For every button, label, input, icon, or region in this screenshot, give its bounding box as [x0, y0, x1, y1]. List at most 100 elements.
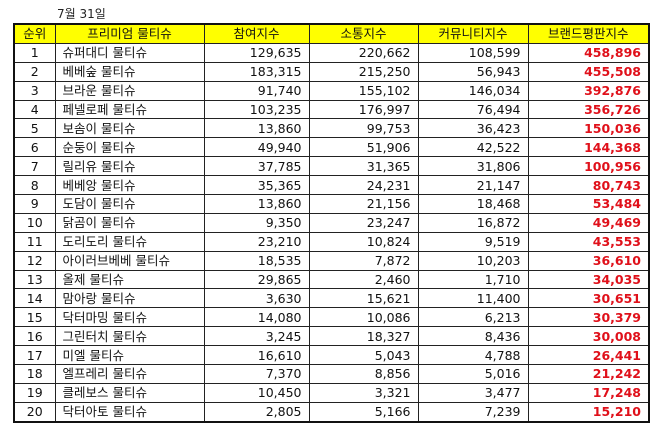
cell-community: 5,016 [417, 364, 529, 384]
cell-brand-reputation: 15,210 [527, 401, 650, 423]
cell-participation: 37,785 [203, 156, 310, 177]
table-row: 1 슈퍼대디 물티슈 129,635 220,662 108,599 458,896 [13, 42, 650, 63]
header-community: 커뮤니티지수 [417, 23, 529, 44]
cell-communication: 10,086 [308, 307, 419, 328]
cell-rank: 17 [13, 345, 56, 366]
cell-brand-name: 페넬로페 물티슈 [54, 99, 205, 120]
cell-communication: 24,231 [308, 175, 419, 196]
cell-community: 8,436 [417, 326, 529, 347]
date-label: 7월 31일 [57, 7, 106, 21]
cell-community: 9,519 [417, 231, 529, 252]
cell-brand-name: 올제 물티슈 [54, 269, 205, 290]
cell-brand-reputation: 17,248 [527, 382, 650, 403]
cell-communication: 18,327 [308, 326, 419, 347]
cell-participation: 7,370 [203, 364, 310, 384]
cell-rank: 16 [13, 326, 56, 347]
cell-communication: 15,621 [308, 288, 419, 309]
cell-rank: 9 [13, 194, 56, 214]
cell-brand-name: 닥터마밍 물티슈 [54, 307, 205, 328]
cell-community: 31,806 [417, 156, 529, 177]
cell-community: 16,872 [417, 212, 529, 233]
cell-brand-reputation: 43,553 [527, 231, 650, 252]
cell-rank: 13 [13, 269, 56, 290]
cell-brand-name: 도리도리 물티슈 [54, 231, 205, 252]
cell-participation: 10,450 [203, 382, 310, 403]
table-row: 10 닭곰이 물티슈 9,350 23,247 16,872 49,469 [13, 212, 650, 233]
cell-rank: 8 [13, 175, 56, 196]
table-row: 5 보솜이 물티슈 13,860 99,753 36,423 150,036 [13, 118, 650, 139]
cell-rank: 4 [13, 99, 56, 120]
cell-community: 108,599 [417, 42, 529, 63]
cell-participation: 49,940 [203, 137, 310, 158]
table-header-row: 순위 프리미엄 물티슈 참여지수 소통지수 커뮤니티지수 브랜드평판지수 [13, 23, 650, 44]
cell-brand-reputation: 455,508 [527, 61, 650, 82]
cell-participation: 35,365 [203, 175, 310, 196]
cell-communication: 5,166 [308, 401, 419, 423]
cell-communication: 99,753 [308, 118, 419, 139]
cell-participation: 91,740 [203, 80, 310, 101]
cell-communication: 215,250 [308, 61, 419, 82]
cell-communication: 5,043 [308, 345, 419, 366]
cell-communication: 176,997 [308, 99, 419, 120]
cell-communication: 21,156 [308, 194, 419, 214]
table-row: 4 페넬로페 물티슈 103,235 176,997 76,494 356,726 [13, 99, 650, 120]
header-rank: 순위 [13, 23, 56, 44]
cell-brand-reputation: 144,368 [527, 137, 650, 158]
cell-community: 4,788 [417, 345, 529, 366]
table-row: 12 아이러브베베 물티슈 18,535 7,872 10,203 36,610 [13, 250, 650, 271]
table-row: 7 릴리유 물티슈 37,785 31,365 31,806 100,956 [13, 156, 650, 177]
table-row: 18 엘프레리 물티슈 7,370 8,856 5,016 21,242 [13, 364, 650, 384]
cell-communication: 3,321 [308, 382, 419, 403]
cell-rank: 11 [13, 231, 56, 252]
cell-rank: 19 [13, 382, 56, 403]
cell-rank: 20 [13, 401, 56, 423]
table-row: 9 도담이 물티슈 13,860 21,156 18,468 53,484 [13, 194, 650, 214]
table-row: 6 순둥이 물티슈 49,940 51,906 42,522 144,368 [13, 137, 650, 158]
cell-rank: 14 [13, 288, 56, 309]
cell-brand-reputation: 80,743 [527, 175, 650, 196]
cell-participation: 29,865 [203, 269, 310, 290]
cell-brand-name: 베베앙 물티슈 [54, 175, 205, 196]
cell-rank: 15 [13, 307, 56, 328]
table-row: 14 맘아랑 물티슈 3,630 15,621 11,400 30,651 [13, 288, 650, 309]
cell-rank: 6 [13, 137, 56, 158]
cell-community: 21,147 [417, 175, 529, 196]
header-communication: 소통지수 [308, 23, 419, 44]
cell-community: 76,494 [417, 99, 529, 120]
cell-community: 146,034 [417, 80, 529, 101]
cell-communication: 23,247 [308, 212, 419, 233]
cell-brand-name: 엘프레리 물티슈 [54, 364, 205, 384]
table-row: 11 도리도리 물티슈 23,210 10,824 9,519 43,553 [13, 231, 650, 252]
cell-rank: 3 [13, 80, 56, 101]
cell-brand-name: 아이러브베베 물티슈 [54, 250, 205, 271]
cell-community: 6,213 [417, 307, 529, 328]
cell-brand-reputation: 150,036 [527, 118, 650, 139]
cell-participation: 18,535 [203, 250, 310, 271]
cell-brand-name: 보솜이 물티슈 [54, 118, 205, 139]
cell-brand-reputation: 356,726 [527, 99, 650, 120]
cell-communication: 8,856 [308, 364, 419, 384]
cell-brand-reputation: 30,379 [527, 307, 650, 328]
table-row: 13 올제 물티슈 29,865 2,460 1,710 34,035 [13, 269, 650, 290]
cell-community: 10,203 [417, 250, 529, 271]
table-row: 15 닥터마밍 물티슈 14,080 10,086 6,213 30,379 [13, 307, 650, 328]
cell-community: 1,710 [417, 269, 529, 290]
header-brand-name: 프리미엄 물티슈 [54, 23, 205, 44]
cell-participation: 183,315 [203, 61, 310, 82]
table-row: 3 브라운 물티슈 91,740 155,102 146,034 392,876 [13, 80, 650, 101]
cell-community: 56,943 [417, 61, 529, 82]
cell-brand-name: 도담이 물티슈 [54, 194, 205, 214]
cell-community: 36,423 [417, 118, 529, 139]
cell-brand-name: 클레보스 물티슈 [54, 382, 205, 403]
cell-communication: 51,906 [308, 137, 419, 158]
cell-participation: 3,245 [203, 326, 310, 347]
cell-communication: 7,872 [308, 250, 419, 271]
cell-participation: 3,630 [203, 288, 310, 309]
cell-participation: 2,805 [203, 401, 310, 423]
cell-community: 7,239 [417, 401, 529, 423]
cell-brand-reputation: 30,651 [527, 288, 650, 309]
cell-rank: 18 [13, 364, 56, 384]
cell-brand-reputation: 49,469 [527, 212, 650, 233]
cell-brand-reputation: 21,242 [527, 364, 650, 384]
header-participation: 참여지수 [203, 23, 310, 44]
